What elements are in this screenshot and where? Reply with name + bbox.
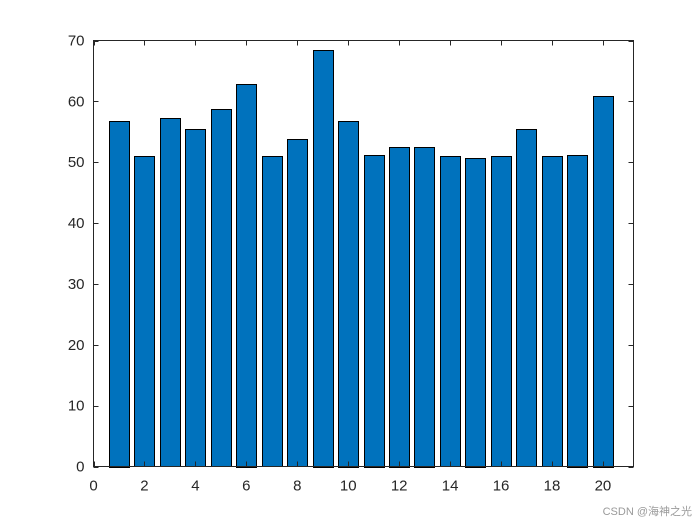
bar-8 [287,139,308,467]
x-tick-label-0: 0 [89,478,97,495]
bar-20 [593,96,614,468]
bar-14 [440,156,461,467]
y-tick-label-30: 30 [68,276,85,293]
bar-5 [211,109,232,467]
x-tick-label-20: 20 [595,478,612,495]
x-tick-label-10: 10 [340,478,357,495]
bar-13 [414,147,435,468]
bars-group [109,50,614,468]
watermark-text: CSDN @海神之光 [602,506,692,518]
y-tick-label-60: 60 [68,93,85,110]
bar-7 [262,156,283,467]
bar-19 [567,155,588,468]
x-tick-label-4: 4 [191,478,199,495]
x-tick-label-8: 8 [293,478,301,495]
x-tick-label-2: 2 [140,478,148,495]
axes-box [93,40,634,467]
bar-9 [313,50,334,468]
y-tick-label-70: 70 [68,33,85,50]
x-tick-label-12: 12 [391,478,408,495]
y-tick-label-10: 10 [68,398,85,415]
bar-1 [109,121,130,468]
bar-18 [542,156,563,467]
y-tick-label-20: 20 [68,337,85,354]
y-tick-label-50: 50 [68,154,85,171]
x-tick-label-14: 14 [442,478,459,495]
bar-3 [160,118,181,467]
bar-2 [134,156,155,467]
x-tick-label-6: 6 [242,478,250,495]
y-tick-label-0: 0 [76,459,84,476]
bar-6 [236,84,257,468]
x-tick-label-18: 18 [544,478,561,495]
y-axis-ticks: 0 10 20 30 40 50 60 70 [68,33,634,476]
x-tick-label-16: 16 [493,478,510,495]
bar-10 [338,121,359,468]
x-axis-ticks: 0 2 4 6 8 10 12 14 16 18 20 [89,40,612,495]
bar-4 [185,129,206,467]
bar-15 [465,158,486,468]
bar-12 [389,147,410,468]
axes-group [93,40,634,467]
bar-17 [516,129,537,467]
bar-16 [491,156,512,467]
y-tick-label-40: 40 [68,215,85,232]
bar-11 [364,155,385,468]
